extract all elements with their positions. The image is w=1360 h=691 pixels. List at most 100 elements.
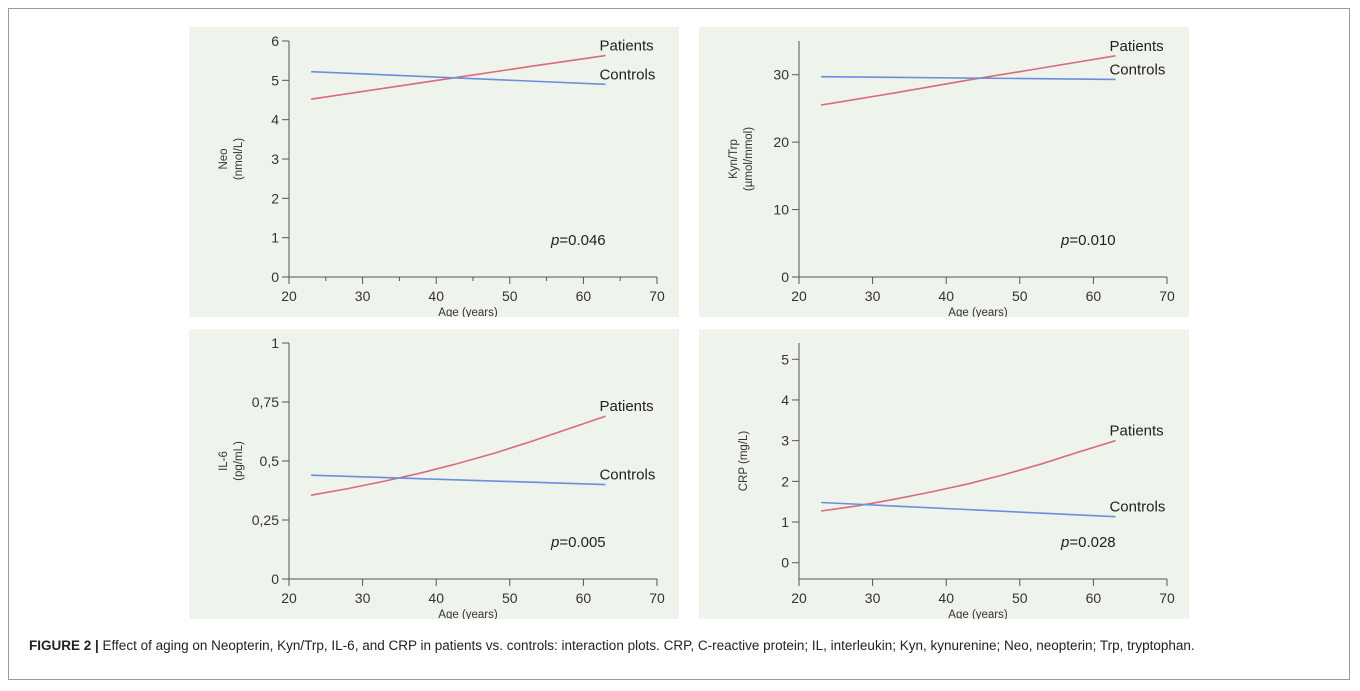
x-tick-label: 20 <box>281 288 297 304</box>
x-tick-label: 60 <box>576 288 592 304</box>
x-tick-label: 40 <box>428 590 444 606</box>
y-tick-label: 10 <box>773 202 789 218</box>
y-tick-label: 1 <box>781 514 789 530</box>
y-axis-label-line: Neo <box>218 148 230 169</box>
y-tick-label: 0,75 <box>252 394 279 410</box>
y-tick-label: 0,5 <box>260 453 280 469</box>
interaction-plots: 0 1 2 3 4 5 6 20 30 40 50 60 70 Age (years) Neo (nmol/L… <box>189 27 1189 619</box>
x-tick-label: 30 <box>865 288 881 304</box>
panel-neopterin: 0 1 2 3 4 5 6 20 30 40 50 60 70 Age (years) Neo (nmol/L… <box>189 27 679 317</box>
y-axis-label-line: IL-6 <box>218 451 230 471</box>
x-tick-label: 60 <box>1086 590 1102 606</box>
y-axis-label: Kyn/Trp (µmol/mmol) <box>728 127 755 191</box>
figure-caption: FIGURE 2 | Effect of aging on Neopterin,… <box>29 636 1339 656</box>
p-value-text: =0.010 <box>1069 232 1115 249</box>
figure-frame: 0 1 2 3 4 5 6 20 30 40 50 60 70 Age (years) Neo (nmol/L… <box>8 8 1350 680</box>
x-tick-label: 50 <box>502 590 518 606</box>
x-axis-label: Age (years) <box>438 307 498 317</box>
caption-label: FIGURE 2 | <box>29 638 99 653</box>
series-line-patients <box>310 415 606 496</box>
series-label-patients: Patients <box>1109 423 1163 440</box>
series-label-patients: Patients <box>599 398 653 415</box>
y-tick-label: 5 <box>781 351 789 367</box>
p-value-text: =0.046 <box>559 232 605 249</box>
y-axis-label-line: Kyn/Trp <box>728 139 740 179</box>
y-tick-label: 30 <box>773 67 789 83</box>
y-axis-label-line: (µmol/mmol) <box>743 127 755 191</box>
y-tick-label: 20 <box>773 134 789 150</box>
y-axis-label-line: CRP (mg/L) <box>738 431 750 492</box>
y-tick-label: 3 <box>781 433 789 449</box>
series-line-controls <box>821 501 1116 518</box>
panel-crp: 0 1 2 3 4 5 20 30 40 50 60 70 Age (years) CRP (mg/L) P… <box>699 329 1189 619</box>
y-tick-label: 2 <box>271 190 279 206</box>
y-tick-label: 1 <box>271 335 279 351</box>
x-tick-label: 70 <box>649 288 665 304</box>
chart-il6: 0 0,25 0,5 0,75 1 20 30 40 50 60 70 Age (years) IL-6… <box>218 335 665 619</box>
y-tick-label: 5 <box>271 72 279 88</box>
p-symbol: p <box>1060 534 1069 551</box>
chart-crp: 0 1 2 3 4 5 20 30 40 50 60 70 Age (years) CRP (mg/L) P… <box>738 343 1175 619</box>
y-tick-label: 1 <box>271 230 279 246</box>
x-tick-label: 50 <box>1012 288 1028 304</box>
series-line-patients <box>820 439 1116 512</box>
x-tick-label: 40 <box>428 288 444 304</box>
y-axis-label-line: (nmol/L) <box>233 138 245 180</box>
y-tick-label: 0 <box>271 571 279 587</box>
panel-kyn-trp: 0 10 20 30 20 30 40 50 60 70 Age (years) Kyn/Trp (µm… <box>699 27 1189 317</box>
x-tick-label: 60 <box>576 590 592 606</box>
x-axis-label: Age (years) <box>438 609 498 619</box>
x-axis-label: Age (years) <box>948 609 1008 619</box>
x-tick-label: 40 <box>938 288 954 304</box>
y-axis-label: IL-6 (pg/mL) <box>218 441 245 481</box>
series-label-controls: Controls <box>599 467 655 484</box>
y-tick-label: 4 <box>271 112 279 128</box>
p-value-annotation: p=0.010 <box>1060 232 1116 249</box>
y-tick-label: 0 <box>271 269 279 285</box>
p-value-annotation: p=0.046 <box>550 232 606 249</box>
chart-kyn-trp: 0 10 20 30 20 30 40 50 60 70 Age (years) Kyn/Trp (µm… <box>728 38 1175 317</box>
series-line-controls <box>311 474 606 486</box>
p-value-text: =0.028 <box>1069 534 1115 551</box>
caption-text: Effect of aging on Neopterin, Kyn/Trp, I… <box>98 638 1195 653</box>
y-tick-label: 4 <box>781 392 789 408</box>
y-tick-label: 0 <box>781 555 789 571</box>
series-label-controls: Controls <box>1109 61 1165 78</box>
y-tick-label: 0 <box>781 269 789 285</box>
panel-il6: 0 0,25 0,5 0,75 1 20 30 40 50 60 70 Age (years) IL-6… <box>189 329 679 619</box>
x-tick-label: 20 <box>791 590 807 606</box>
p-value-annotation: p=0.028 <box>1060 534 1116 551</box>
x-tick-label: 40 <box>938 590 954 606</box>
x-tick-label: 70 <box>1159 288 1175 304</box>
x-axis-label: Age (years) <box>948 307 1008 317</box>
series-line-controls <box>311 70 606 86</box>
x-tick-label: 30 <box>865 590 881 606</box>
x-tick-label: 30 <box>355 288 371 304</box>
p-symbol: p <box>1060 232 1069 249</box>
series-line-patients <box>820 55 1116 106</box>
series-label-controls: Controls <box>599 66 655 83</box>
series-line-controls <box>821 75 1116 81</box>
x-tick-label: 20 <box>791 288 807 304</box>
x-tick-label: 50 <box>502 288 518 304</box>
x-tick-label: 60 <box>1086 288 1102 304</box>
y-axis-label: Neo (nmol/L) <box>218 138 245 180</box>
p-value-annotation: p=0.005 <box>550 534 606 551</box>
y-tick-label: 2 <box>781 473 789 489</box>
x-tick-label: 30 <box>355 590 371 606</box>
y-axis-label-line: (pg/mL) <box>233 441 245 481</box>
chart-neopterin: 0 1 2 3 4 5 6 20 30 40 50 60 70 Age (years) Neo (nmol/L… <box>218 33 665 317</box>
x-tick-label: 70 <box>649 590 665 606</box>
p-symbol: p <box>550 232 559 249</box>
series-label-patients: Patients <box>1109 38 1163 55</box>
x-tick-label: 20 <box>281 590 297 606</box>
y-axis-label: CRP (mg/L) <box>738 431 750 492</box>
series-label-patients: Patients <box>599 38 653 55</box>
p-value-text: =0.005 <box>559 534 605 551</box>
y-tick-label: 6 <box>271 33 279 49</box>
p-symbol: p <box>550 534 559 551</box>
x-tick-label: 70 <box>1159 590 1175 606</box>
y-tick-label: 3 <box>271 151 279 167</box>
series-label-controls: Controls <box>1109 499 1165 516</box>
y-tick-label: 0,25 <box>252 512 279 528</box>
